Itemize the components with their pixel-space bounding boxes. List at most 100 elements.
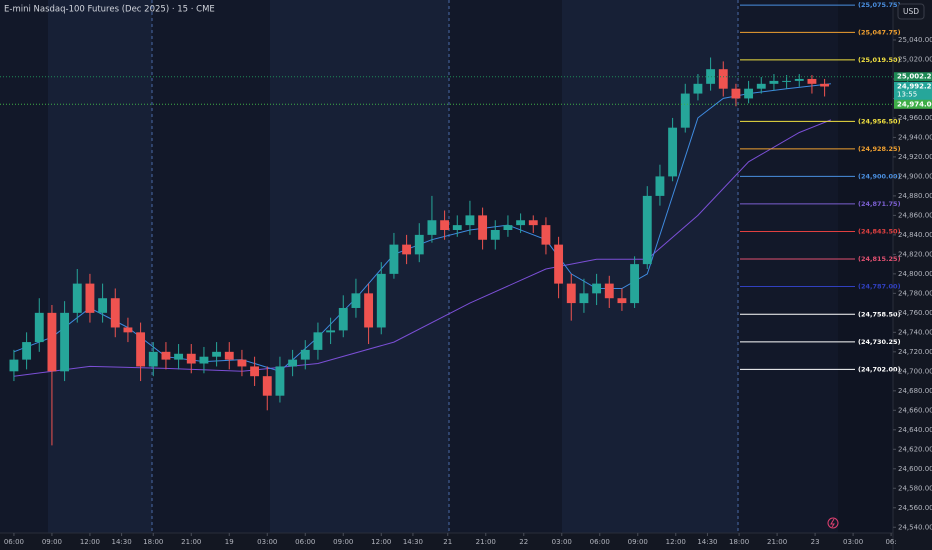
x-tick-label: 14:30 (697, 538, 717, 546)
x-tick-label: 09:00 (42, 538, 62, 546)
candle-body (744, 88, 754, 99)
candle-body (313, 332, 323, 350)
y-tick-label: 25,040.00 (898, 36, 932, 44)
price-marker (894, 81, 932, 100)
candle-body (452, 225, 462, 231)
x-tick-label: 23 (811, 538, 820, 546)
x-tick-label: 21:00 (476, 538, 496, 546)
y-tick-label: 24,920.00 (898, 153, 932, 161)
y-tick-label: 24,960.00 (898, 114, 932, 122)
y-tick-label: 24,620.00 (898, 445, 932, 453)
x-tick-label: 21:00 (181, 538, 201, 546)
x-tick-label: 21:00 (767, 538, 787, 546)
y-tick-label: 24,760.00 (898, 309, 932, 317)
level-label: (24,787.00) (858, 283, 901, 291)
price-marker (894, 99, 932, 109)
x-tick-label: 14:30 (403, 538, 423, 546)
candle-body (541, 225, 551, 245)
candle-body (617, 298, 627, 304)
x-tick-label: 03:00 (257, 538, 277, 546)
candle-body (769, 80, 779, 84)
candle-body (554, 244, 564, 284)
level-label: (24,900.00) (858, 172, 901, 180)
candle-body (364, 293, 374, 328)
candle-body (275, 366, 285, 396)
x-tick-label: 09:00 (333, 538, 353, 546)
y-tick-label: 24,740.00 (898, 328, 932, 336)
candle-body (98, 298, 108, 313)
candle-body (566, 283, 576, 304)
y-tick-label: 24,540.00 (898, 523, 932, 531)
candle-body (630, 264, 640, 304)
levels: (25,075.75) (25,047.75) (25,019.50) (24,956… (0, 1, 901, 373)
x-tick-label: 06:00 (590, 538, 610, 546)
candle-body (376, 273, 386, 328)
session-band (838, 0, 893, 533)
level-label: (24,702.00) (858, 365, 901, 373)
candle-body (414, 234, 424, 255)
candle-body (794, 78, 804, 81)
y-tick-label: 24,580.00 (898, 484, 932, 492)
candle-body (731, 88, 741, 99)
candle-body (655, 176, 665, 196)
candle-body (668, 127, 678, 177)
candle-body (756, 83, 766, 89)
x-tick-label: 03:00 (552, 538, 572, 546)
candle-body (528, 220, 538, 226)
candle-body (326, 330, 336, 333)
price-marker-label: 25,002.25 (897, 73, 932, 81)
candle-body (262, 376, 272, 396)
currency-label[interactable]: USD (903, 7, 919, 16)
candle-body (174, 353, 184, 360)
y-tick-label: 24,840.00 (898, 231, 932, 239)
candle-body (579, 293, 589, 304)
candle-body (250, 366, 260, 377)
candle-body (9, 359, 19, 372)
candle-body (718, 69, 728, 89)
candle-body (706, 69, 716, 84)
candle-body (237, 359, 247, 367)
candle-body (782, 80, 792, 82)
y-tick-label: 24,700.00 (898, 367, 932, 375)
candle-body (224, 351, 234, 360)
session-band (0, 0, 48, 533)
y-tick-label: 24,820.00 (898, 250, 932, 258)
level-label: (24,815.25) (858, 255, 901, 263)
candle-body (110, 298, 120, 328)
x-tick-label: 18:00 (143, 538, 163, 546)
candle-body (212, 351, 222, 357)
countdown-label: 13:55 (897, 90, 917, 98)
x-tick-label: 06:00 (4, 538, 24, 546)
candle-body (47, 312, 57, 372)
candle-body (820, 83, 830, 87)
currency-button[interactable] (897, 3, 925, 20)
x-tick-label: 12:00 (80, 538, 100, 546)
candle-body (604, 283, 614, 299)
candle-body (22, 342, 32, 360)
y-tick-label: 24,720.00 (898, 348, 932, 356)
level-label: (25,019.50) (858, 56, 901, 64)
x-tick-label: 12:00 (666, 538, 686, 546)
candle-body (148, 351, 158, 367)
event-icon (827, 517, 839, 529)
level-label: (25,047.75) (858, 28, 901, 36)
y-tick-label: 24,800.00 (898, 270, 932, 278)
candle-body (478, 215, 488, 240)
candle-body (516, 220, 526, 226)
price-marker-label: 24,974.00 (897, 100, 932, 108)
session-band (738, 0, 838, 533)
candle-body (503, 225, 513, 231)
x-tick-label: 19 (225, 538, 234, 546)
y-tick-label: 24,880.00 (898, 192, 932, 200)
candle-body (440, 220, 450, 231)
chart-title: E-mini Nasdaq-100 Futures (Dec 2025) · 1… (4, 5, 215, 15)
y-tick-label: 24,600.00 (898, 465, 932, 473)
candle-body (72, 283, 82, 313)
x-tick-label: 06: (885, 538, 896, 546)
y-tick-label: 24,560.00 (898, 504, 932, 512)
level-label: (25,075.75) (858, 1, 901, 9)
candle-body (186, 353, 196, 364)
y-tick-label: 24,900.00 (898, 172, 932, 180)
x-tick-label: 14:30 (112, 538, 132, 546)
price-marker (894, 72, 932, 82)
